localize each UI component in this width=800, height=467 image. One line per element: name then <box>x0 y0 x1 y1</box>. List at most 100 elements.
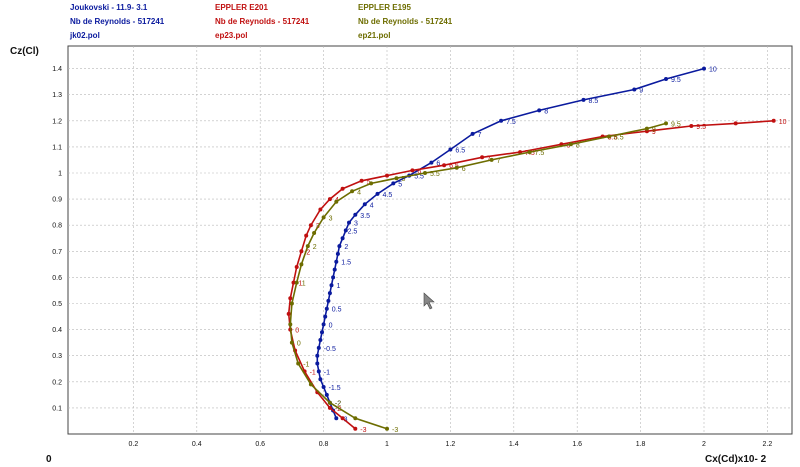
point-label: 9 <box>639 88 643 95</box>
point-label: 6 <box>436 161 440 168</box>
x-axis-ticks: 0.2 0.4 0.6 0.8 1 1.2 1.4 1.6 1.8 2 2.2 <box>129 441 773 448</box>
y-tick-label: 0.6 <box>52 275 62 282</box>
legend-entry-line2: Nb de Reynolds - 517241 <box>358 17 453 26</box>
point-label: 5.5 <box>414 174 424 181</box>
point-label: 5 <box>367 179 371 186</box>
x-tick-label: 2.2 <box>763 441 773 448</box>
data-point <box>499 118 504 123</box>
point-label: -3 <box>360 427 366 434</box>
data-point <box>350 189 355 194</box>
data-point <box>689 124 694 128</box>
data-point <box>771 118 776 123</box>
data-point <box>323 314 328 319</box>
point-label: 2 <box>313 244 317 251</box>
data-point <box>286 311 291 316</box>
point-label: 8 <box>576 142 580 149</box>
point-label: 0 <box>329 322 333 329</box>
data-point <box>733 121 738 126</box>
point-label: 1.5 <box>341 260 351 267</box>
y-tick-label: 0.1 <box>52 405 62 412</box>
data-point <box>644 126 649 131</box>
legend-entry-line3: jk02.pol <box>69 31 100 40</box>
series-group: -3-2-1.5-1-0.500.511.522.533.544.555.566… <box>286 66 787 434</box>
data-point <box>664 121 668 126</box>
y-tick-label: 0.5 <box>52 301 62 308</box>
point-label: 5 <box>398 181 402 188</box>
data-point <box>375 191 380 196</box>
data-point <box>291 280 296 285</box>
data-point <box>327 405 332 410</box>
data-point <box>334 259 339 264</box>
y-axis-ticks: 0.1 0.2 0.3 0.4 0.5 0.6 0.7 0.8 0.9 1 1.1 1.2 1.3 1.4 <box>52 66 62 412</box>
x-tick-label: 0.4 <box>192 441 202 448</box>
data-point <box>321 385 326 389</box>
data-point <box>410 168 415 173</box>
data-point <box>423 171 427 175</box>
data-point <box>308 382 313 387</box>
point-label: 4 <box>357 189 361 196</box>
data-point <box>288 322 293 327</box>
data-point <box>321 215 326 220</box>
data-point <box>353 212 358 217</box>
point-label: 7 <box>478 132 482 139</box>
legend-entry-line3: ep23.pol <box>215 31 247 40</box>
grid <box>68 46 792 434</box>
series-line <box>316 67 705 419</box>
data-point <box>353 416 358 421</box>
point-label: 7.5 <box>535 150 545 157</box>
data-point <box>299 249 304 254</box>
point-label: 2.5 <box>348 228 358 235</box>
mouse-cursor-icon <box>423 292 435 310</box>
data-point <box>327 400 332 405</box>
data-point <box>327 291 332 296</box>
y-axis-label: Cz(Cl) <box>10 46 39 57</box>
data-point <box>289 340 294 345</box>
data-point <box>312 231 317 235</box>
data-point <box>296 361 301 366</box>
point-label: 2 <box>306 249 310 256</box>
data-point <box>702 66 706 71</box>
plot-area <box>67 45 793 435</box>
data-point <box>334 416 339 421</box>
point-label: 0 <box>295 328 299 335</box>
point-label: 6.5 <box>455 148 465 155</box>
point-label: 1 <box>299 281 303 288</box>
data-point <box>394 176 399 181</box>
data-point <box>331 275 336 280</box>
point-label: 5 <box>402 176 406 183</box>
point-label: 7 <box>487 155 491 162</box>
legend: Joukovski - 11.9- 3.1 Nb de Reynolds - 51… <box>69 3 453 40</box>
point-label: 7 <box>497 158 501 165</box>
legend-entry-line1: Joukovski - 11.9- 3.1 <box>70 3 148 12</box>
data-point <box>318 377 323 382</box>
point-label: 10 <box>779 119 787 126</box>
y-tick-label: 0.4 <box>52 327 62 334</box>
data-point <box>527 150 532 155</box>
data-point <box>318 338 323 342</box>
legend-entry-line3: ep21.pol <box>358 31 390 40</box>
data-point <box>470 131 475 136</box>
data-point <box>581 97 586 102</box>
data-point <box>320 330 324 335</box>
data-point <box>324 392 329 397</box>
x-axis-label: Cx(Cd)x10- 2 <box>705 454 767 465</box>
data-point <box>385 426 389 431</box>
data-point <box>289 301 294 306</box>
y-tick-label: 1.1 <box>52 144 62 151</box>
legend-entry-line2: Nb de Reynolds - 517241 <box>70 17 165 26</box>
data-point <box>448 147 453 152</box>
data-point <box>362 202 367 207</box>
data-point <box>480 155 485 160</box>
point-label: 9 <box>652 127 656 134</box>
point-label: 8 <box>566 142 570 149</box>
x-tick-label: 0.8 <box>319 441 329 448</box>
point-label: 8.5 <box>608 135 618 142</box>
point-label: -1.5 <box>329 385 341 392</box>
data-point <box>442 163 447 168</box>
data-point <box>391 181 396 186</box>
point-label: 9 <box>652 129 656 136</box>
data-point <box>340 186 345 191</box>
data-point <box>537 108 542 113</box>
data-point <box>343 228 348 233</box>
data-point <box>369 181 374 186</box>
